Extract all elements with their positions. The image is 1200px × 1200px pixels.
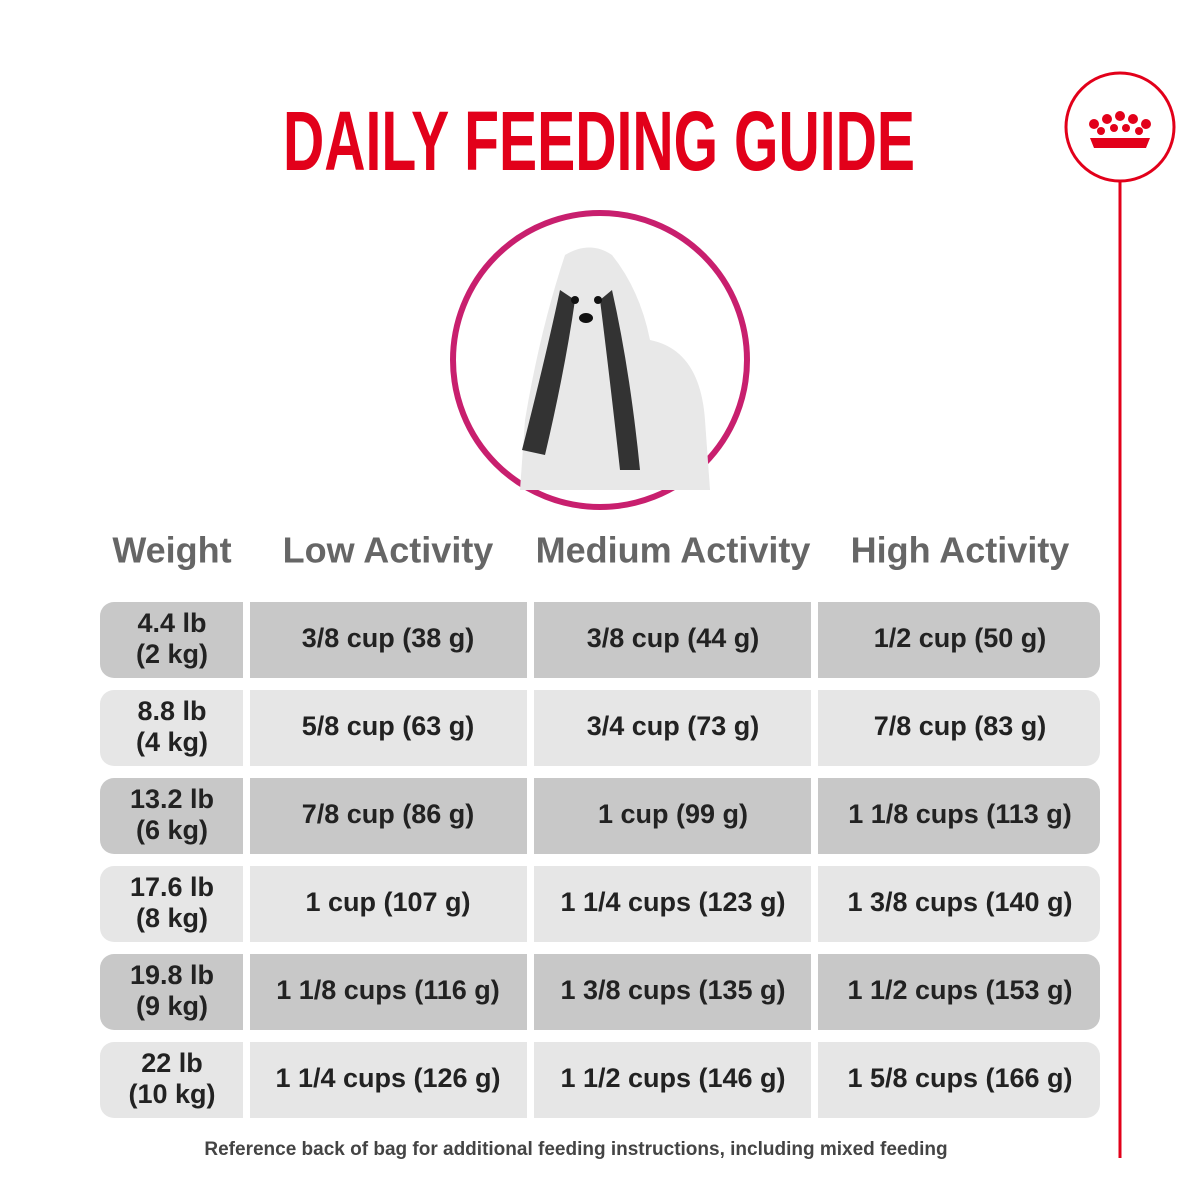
table-row: [100, 778, 1100, 854]
cell-divider: [811, 866, 818, 942]
column-header: Weight: [112, 530, 231, 571]
cell-divider: [811, 690, 818, 766]
portion-cell: 1 1/2 cups (153 g): [847, 975, 1072, 1005]
portion-cell: 5/8 cup (63 g): [302, 711, 475, 741]
cell-divider: [243, 1042, 250, 1118]
portion-cell: 3/8 cup (38 g): [302, 623, 475, 653]
weight-label: 4.4 lb: [137, 608, 206, 638]
column-header: Low Activity: [283, 530, 494, 571]
portion-cell: 1 1/8 cups (116 g): [276, 975, 500, 1005]
weight-label: (2 kg): [136, 639, 208, 669]
weight-label: (4 kg): [136, 727, 208, 757]
portion-cell: 1 1/4 cups (123 g): [560, 887, 785, 917]
table-row: [100, 866, 1100, 942]
portion-cell: 3/4 cup (73 g): [587, 711, 760, 741]
cell-divider: [243, 778, 250, 854]
weight-label: (6 kg): [136, 815, 208, 845]
portion-cell: 1 3/8 cups (135 g): [560, 975, 785, 1005]
table-row: [100, 954, 1100, 1030]
portion-cell: 1 1/8 cups (113 g): [848, 799, 1072, 829]
table-row: [100, 690, 1100, 766]
cell-divider: [811, 1042, 818, 1118]
weight-label: 22 lb: [141, 1048, 203, 1078]
table-row: [100, 1042, 1100, 1118]
weight-label: 13.2 lb: [130, 784, 214, 814]
weight-label: 17.6 lb: [130, 872, 214, 902]
cell-divider: [527, 866, 534, 942]
footnote: Reference back of bag for additional fee…: [204, 1139, 947, 1160]
cell-divider: [527, 690, 534, 766]
cell-divider: [243, 602, 250, 678]
cell-divider: [527, 954, 534, 1030]
cell-divider: [527, 778, 534, 854]
cell-divider: [811, 954, 818, 1030]
portion-cell: 1 1/2 cups (146 g): [560, 1063, 785, 1093]
column-header: Medium Activity: [536, 530, 811, 571]
cell-divider: [811, 602, 818, 678]
portion-cell: 1 3/8 cups (140 g): [847, 887, 1072, 917]
cell-divider: [527, 602, 534, 678]
portion-cell: 1 5/8 cups (166 g): [847, 1063, 1072, 1093]
portion-cell: 1 cup (99 g): [598, 799, 748, 829]
weight-label: (8 kg): [136, 903, 208, 933]
cell-divider: [243, 690, 250, 766]
title: DAILY FEEDING GUIDE: [283, 94, 915, 188]
weight-label: 19.8 lb: [130, 960, 214, 990]
weight-label: 8.8 lb: [137, 696, 206, 726]
portion-cell: 3/8 cup (44 g): [587, 623, 760, 653]
portion-cell: 1 1/4 cups (126 g): [275, 1063, 500, 1093]
weight-label: (9 kg): [136, 991, 208, 1021]
cell-divider: [243, 866, 250, 942]
column-header: High Activity: [851, 530, 1070, 571]
portion-cell: 7/8 cup (86 g): [302, 799, 475, 829]
dog-photo: [450, 210, 750, 510]
portion-cell: 1/2 cup (50 g): [874, 623, 1047, 653]
cell-divider: [527, 1042, 534, 1118]
brand-logo: [1064, 71, 1176, 1158]
feeding-table: Weight Low Activity Medium Activity High Ac…: [100, 530, 1100, 1118]
cell-divider: [243, 954, 250, 1030]
cell-divider: [811, 778, 818, 854]
weight-label: (10 kg): [128, 1079, 215, 1109]
portion-cell: 7/8 cup (83 g): [874, 711, 1047, 741]
portion-cell: 1 cup (107 g): [305, 887, 470, 917]
table-row: [100, 602, 1100, 678]
